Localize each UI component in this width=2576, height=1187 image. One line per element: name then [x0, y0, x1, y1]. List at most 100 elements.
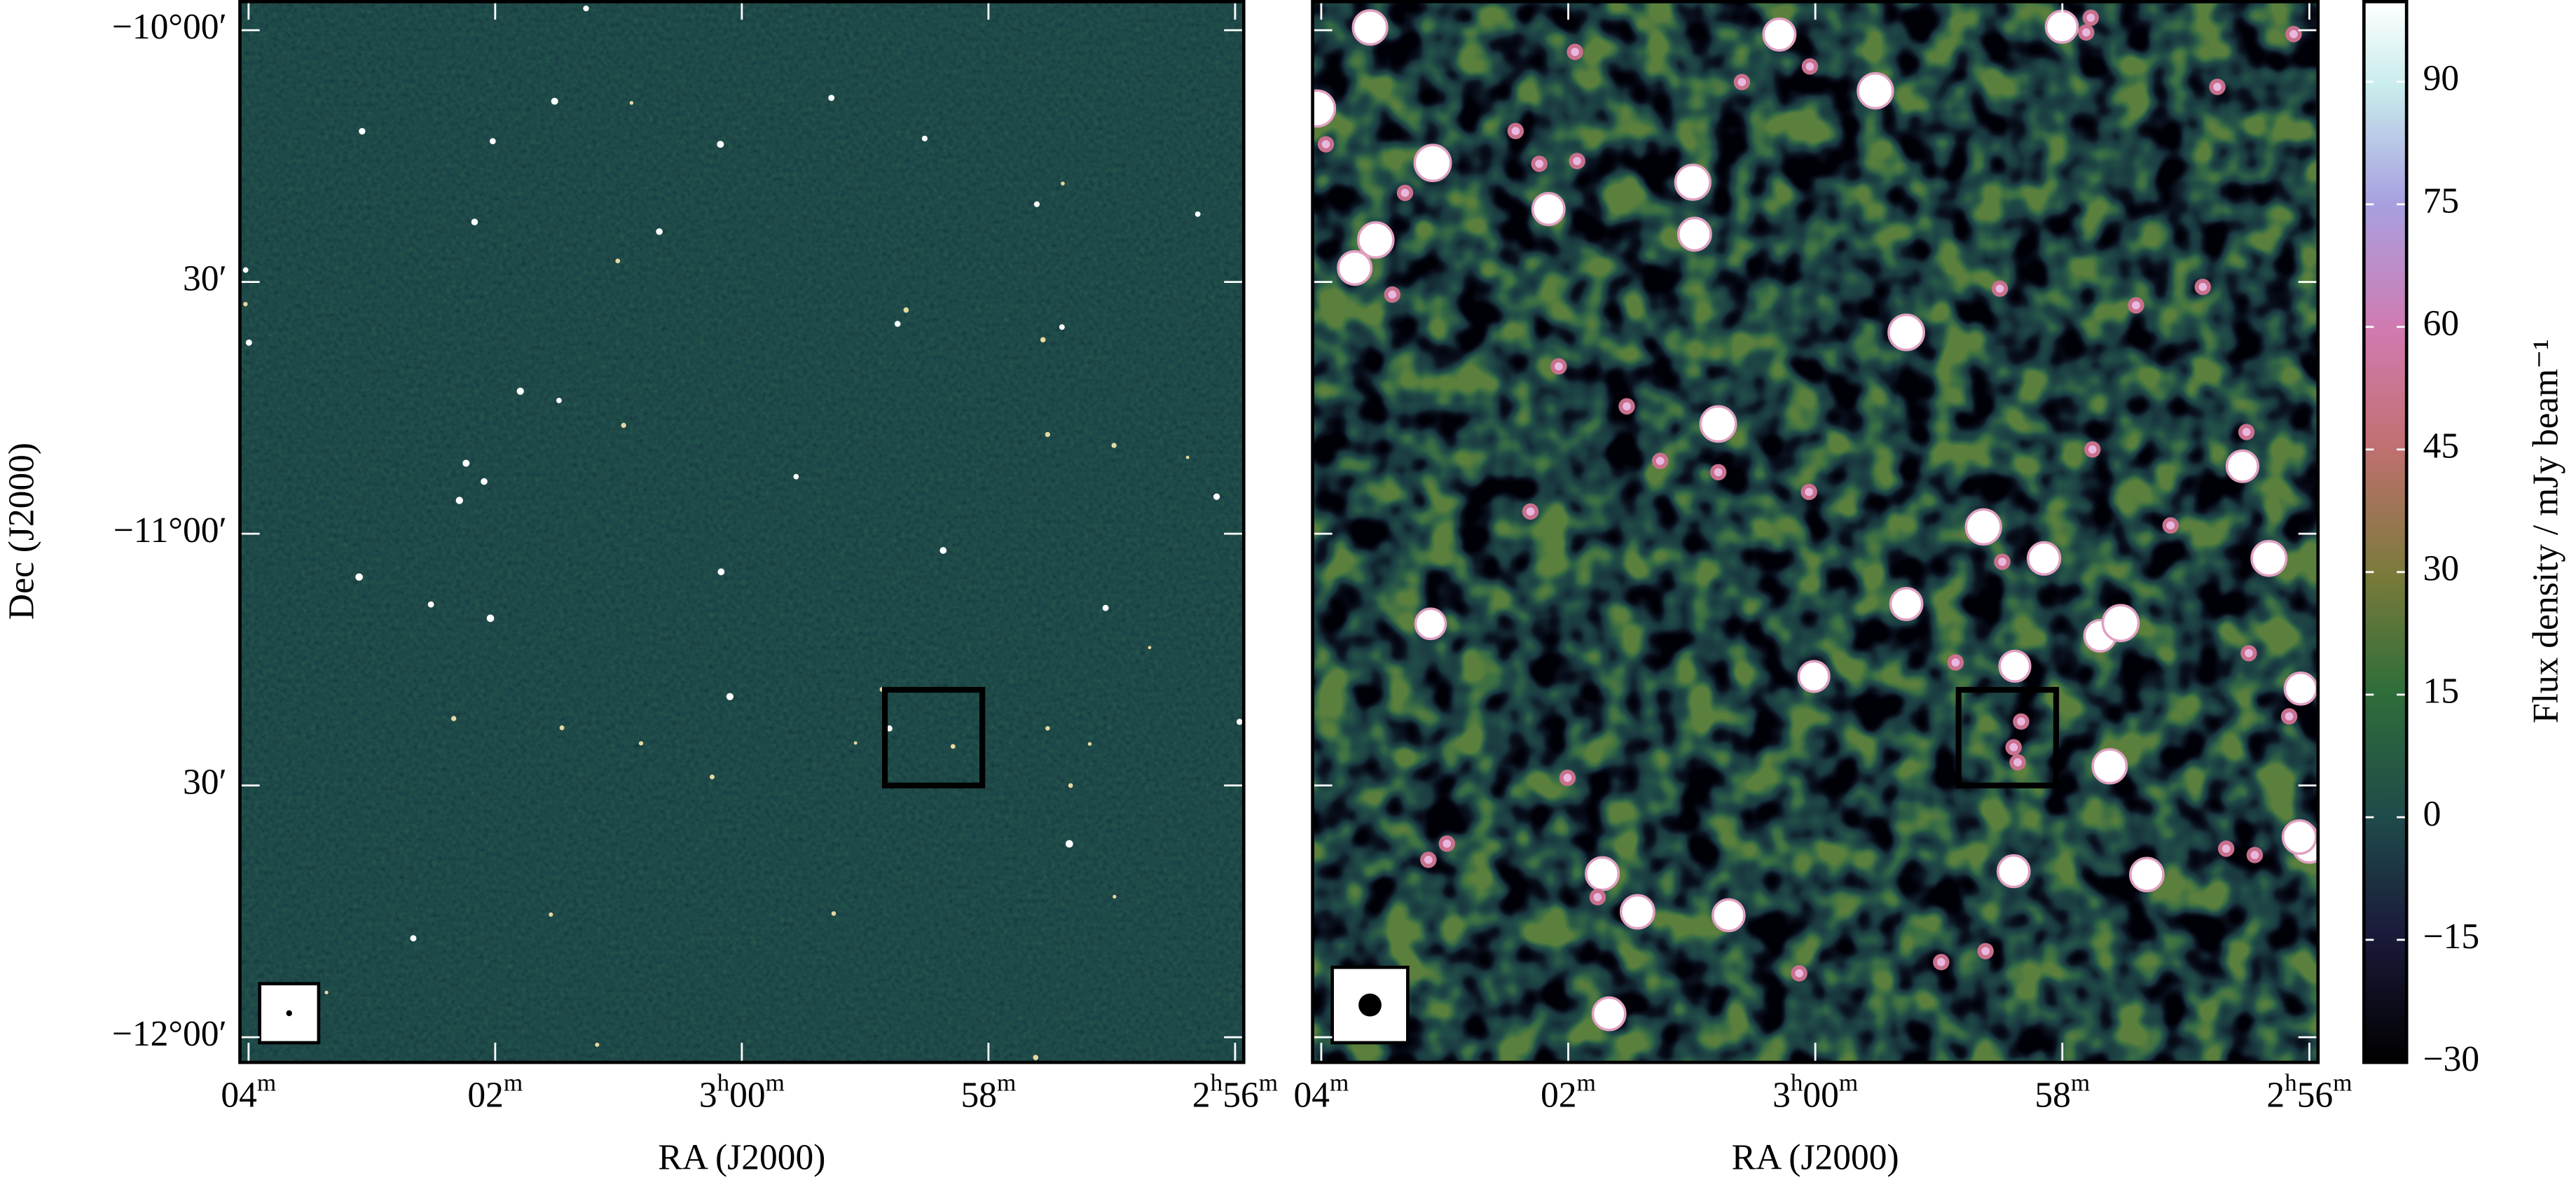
source-core	[1714, 468, 1723, 477]
source	[516, 387, 524, 395]
source	[2225, 449, 2259, 483]
source	[886, 725, 893, 732]
colorbar	[2364, 1, 2407, 1063]
source-core	[2081, 28, 2091, 37]
source	[2091, 748, 2128, 785]
source-core	[1981, 947, 1990, 956]
source	[551, 97, 558, 105]
source-core	[1573, 157, 1582, 165]
source-core	[1936, 957, 1945, 966]
source	[1102, 604, 1109, 611]
source	[950, 744, 956, 749]
y-tick-label: −11°00′	[113, 511, 227, 550]
source	[1148, 646, 1152, 650]
highlight-box	[1955, 686, 2060, 789]
source	[2283, 671, 2318, 706]
source	[1059, 324, 1065, 331]
source-core	[1511, 127, 1520, 135]
source	[726, 693, 733, 700]
source-core	[2198, 282, 2207, 291]
source	[1065, 840, 1073, 848]
source	[1762, 17, 1797, 52]
source-core	[1442, 839, 1452, 848]
source	[1531, 192, 1566, 226]
source-core	[1795, 969, 1804, 978]
source	[1620, 894, 1655, 930]
colorbar-tick-label: 30	[2423, 549, 2460, 589]
source	[1040, 337, 1046, 342]
source	[1357, 221, 1395, 259]
colorbar-tick-label: 60	[2423, 304, 2460, 344]
source	[1113, 894, 1117, 899]
source	[1887, 313, 1925, 352]
colorbar-tick-label: 90	[2423, 59, 2460, 99]
source	[1087, 742, 1092, 746]
source	[621, 422, 626, 429]
source	[2250, 539, 2288, 577]
source	[1337, 250, 1373, 286]
colorbar-tick-label: −30	[2423, 1039, 2480, 1079]
source	[1045, 726, 1050, 731]
source	[1236, 719, 1243, 726]
source-core	[2250, 851, 2259, 859]
source	[2129, 856, 2165, 893]
source-core	[1535, 160, 1544, 168]
y-tick-label: 30′	[183, 762, 227, 802]
source	[921, 135, 928, 141]
source	[427, 601, 434, 608]
source-core	[1526, 507, 1535, 516]
source	[471, 218, 478, 225]
source-core	[1805, 487, 1814, 497]
source-core	[1593, 893, 1602, 901]
source-core	[2213, 83, 2222, 91]
image-panel	[1312, 0, 2318, 1063]
source	[894, 321, 901, 327]
highlight-box	[881, 686, 986, 789]
source	[549, 912, 553, 917]
source-core	[2088, 445, 2097, 454]
source	[831, 911, 836, 916]
source	[1312, 89, 1337, 128]
panel-frame	[238, 0, 1246, 1064]
source	[486, 614, 495, 623]
source	[242, 267, 249, 273]
source-core	[1951, 658, 1960, 667]
source-core	[2013, 758, 2022, 767]
x-tick-label: 58m	[2034, 1069, 2090, 1115]
source	[1194, 211, 1201, 217]
source	[1033, 1055, 1039, 1060]
source	[556, 398, 562, 403]
source-core	[1805, 62, 1814, 71]
source	[455, 497, 463, 504]
source	[2101, 604, 2140, 642]
source	[481, 478, 488, 485]
source-core	[2017, 717, 2025, 726]
source	[1033, 201, 1040, 207]
source	[1998, 649, 2032, 683]
source	[583, 5, 589, 12]
source	[245, 339, 252, 346]
source	[1414, 607, 1447, 641]
x-tick-label: 3h00m	[699, 1069, 785, 1115]
panel-frame	[1311, 0, 2320, 1064]
source-core	[2242, 428, 2251, 436]
source	[324, 990, 329, 994]
x-tick-label: 04m	[1294, 1069, 1349, 1115]
source	[629, 101, 634, 105]
source	[450, 716, 457, 721]
colorbar-label: Flux density / mJy beam⁻¹	[2526, 339, 2566, 723]
source	[1591, 996, 1627, 1032]
source-core	[1998, 557, 2006, 567]
colorbar-tick-label: 45	[2423, 426, 2460, 466]
source	[243, 302, 248, 307]
source-core	[2086, 13, 2095, 22]
x-tick-label: 02m	[467, 1069, 523, 1115]
source	[903, 307, 909, 313]
y-tick-label: −12°00′	[112, 1014, 227, 1054]
x-tick-label: 3h00m	[1772, 1069, 1858, 1115]
source	[1351, 9, 1389, 46]
source	[1997, 854, 2031, 889]
colorbar-frame	[2362, 0, 2409, 1064]
